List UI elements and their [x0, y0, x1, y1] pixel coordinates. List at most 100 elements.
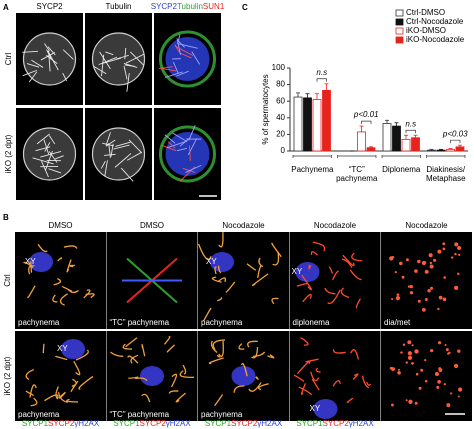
y-tick-label: 0: [281, 146, 286, 155]
chromosome: [451, 256, 454, 259]
xy-label: XY: [57, 344, 68, 353]
chromosome: [78, 375, 94, 390]
chromosome: [397, 371, 401, 375]
signal-fiber: [100, 161, 106, 169]
signal-fiber: [44, 43, 50, 52]
chromosome: [70, 380, 79, 393]
xy-label: XY: [292, 267, 303, 276]
chromosome: [293, 374, 305, 382]
chromosome: [182, 364, 187, 375]
chromosome: [225, 281, 236, 293]
legend-label: iKO-DMSO: [406, 26, 446, 35]
stage-label: pachynema: [201, 318, 243, 327]
chromosome: [75, 349, 89, 361]
signal-fiber: [102, 142, 114, 147]
signal-fiber: [174, 44, 180, 53]
chromosome: [208, 357, 224, 365]
chromosome: [442, 247, 446, 251]
stain-name: SYCP1: [296, 419, 323, 428]
error-bar: [394, 122, 399, 127]
chromosome: [127, 355, 139, 364]
chromosome: [44, 394, 59, 402]
chromosome: [434, 371, 440, 377]
chromosome: [346, 397, 354, 404]
stain-legend: SYCP1SYCP2γH2AX: [113, 419, 191, 428]
chromosome: [444, 343, 447, 347]
chromosome: [66, 398, 79, 403]
chromosome: [255, 376, 259, 380]
signal-fiber: [46, 55, 58, 64]
signal-fiber: [48, 51, 51, 72]
micrograph: [198, 232, 289, 329]
x-tick-label: Diakinesis/ Metaphase: [425, 165, 466, 183]
signal-fiber: [165, 71, 183, 78]
chromosome: [247, 340, 258, 348]
nucleus: [29, 252, 53, 272]
chromosome: [122, 343, 133, 350]
legend-swatch: [395, 9, 404, 17]
chromosome: [214, 266, 217, 275]
chromosome: [216, 354, 221, 358]
signal-fiber: [176, 38, 181, 55]
chromosome: [391, 403, 394, 407]
chromosome: [324, 287, 336, 295]
chromosome: [141, 393, 151, 403]
significance-bracket: [361, 120, 372, 125]
chromosome: [457, 349, 461, 353]
signal-fiber: [176, 70, 189, 77]
x-tick-label: Pachynema: [291, 165, 334, 174]
chromosome: [257, 265, 264, 278]
chromosome: [271, 297, 279, 305]
chromosome: [429, 261, 433, 265]
stain-legend: SYCP1SYCP2γH2AX: [22, 419, 100, 428]
chromosome: [365, 381, 372, 386]
xy-label: XY: [206, 257, 217, 266]
signal-fiber: [43, 139, 50, 155]
signal-fiber: [116, 54, 129, 60]
chromosome: [130, 354, 139, 364]
bar: [357, 131, 366, 152]
chromosome: [389, 366, 393, 370]
error-bar: [385, 119, 389, 124]
bar: [322, 90, 331, 152]
signal-fiber: [45, 150, 53, 171]
bar: [392, 125, 401, 152]
chromosome: [298, 386, 313, 396]
nucleus: [61, 339, 85, 359]
chromosome: [23, 261, 34, 269]
chromosome: [170, 373, 178, 388]
chromosome: [408, 399, 413, 404]
column-header: Nocodazole: [405, 221, 448, 230]
chromosome: [57, 257, 63, 262]
bar: [455, 146, 465, 152]
stain-name: γH2AX: [74, 419, 100, 428]
chromosome: [352, 373, 359, 380]
nucleus: [22, 127, 77, 181]
chromosome: [311, 378, 320, 391]
signal-fiber: [93, 66, 107, 75]
signal-fiber: [191, 51, 201, 65]
chromosome: [400, 351, 403, 354]
stain-name: SYCP2: [140, 419, 167, 428]
signal-fiber: [123, 66, 128, 80]
xy-label: XY: [25, 257, 36, 266]
chromosome: [453, 285, 459, 291]
significance-bracket: [405, 129, 416, 134]
signal-fiber: [35, 146, 51, 152]
chromosome: [248, 382, 262, 392]
micrograph: [381, 331, 472, 421]
signal-fiber: [128, 139, 143, 154]
nucleus: [165, 37, 210, 81]
chromosome: [351, 252, 363, 262]
signal-fiber: [55, 155, 64, 160]
chromosome: [417, 259, 421, 264]
signal-fiber: [22, 50, 38, 53]
chromosome: [218, 277, 227, 283]
nucleus: [91, 127, 146, 181]
stain-name: Tubulin: [177, 2, 203, 11]
chromosome: [166, 344, 176, 353]
row-label: Ctrl: [3, 274, 12, 287]
y-tick-label: 40: [276, 113, 285, 122]
chromosome: [271, 242, 282, 258]
x-tick-label: Diplonema: [382, 165, 421, 174]
